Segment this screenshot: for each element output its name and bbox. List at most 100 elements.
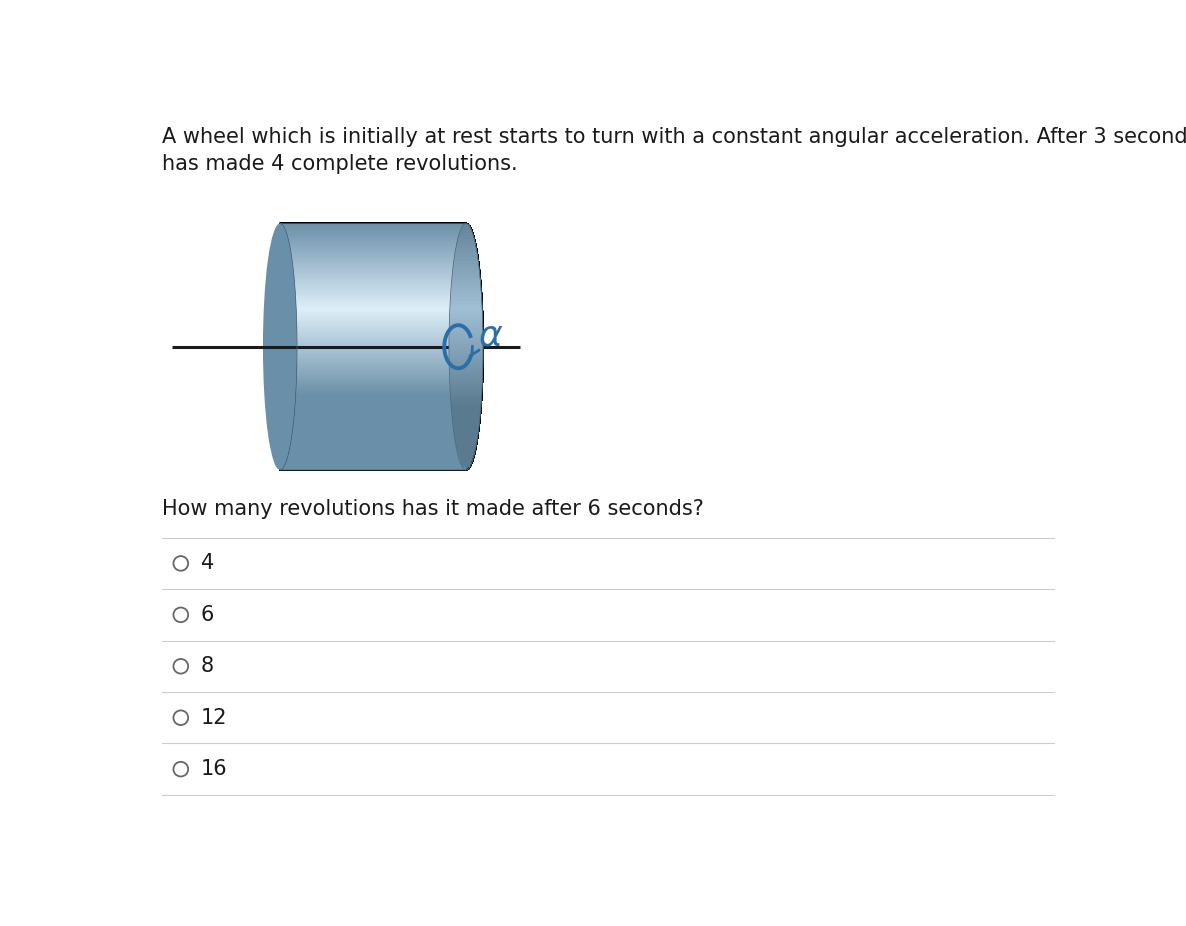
Bar [280,339,466,341]
Bar [280,402,466,404]
Bar [452,279,480,282]
Text: $\alpha$: $\alpha$ [478,319,504,353]
Bar [451,285,482,288]
Bar [280,364,466,365]
Bar [280,267,466,268]
Bar [280,290,466,292]
Bar [280,465,466,467]
Bar [280,326,466,327]
Bar [280,296,466,297]
Bar [458,236,474,239]
Bar [280,247,466,248]
Bar [280,371,466,372]
Bar [280,420,466,422]
Bar [280,433,466,434]
Bar [280,357,466,359]
Bar [451,393,482,396]
Bar [280,385,466,386]
Bar [280,337,466,338]
Bar [280,262,466,263]
Bar [280,264,466,266]
Bar [280,316,466,318]
Bar [280,260,466,262]
Ellipse shape [263,223,296,469]
Bar [280,407,466,408]
Bar [280,240,466,241]
Bar [451,297,482,301]
Bar [280,454,466,456]
Bar [449,301,482,304]
Bar [280,354,466,356]
Bar [280,406,466,407]
Bar [453,424,479,427]
Bar [280,242,466,244]
Bar [457,242,476,245]
Bar [280,279,466,281]
Text: A wheel which is initially at rest starts to turn with a constant angular accele: A wheel which is initially at rest start… [162,127,1186,147]
Text: 16: 16 [200,759,228,779]
Bar [280,467,466,468]
Bar [280,353,466,354]
Bar [280,295,466,296]
Bar [452,418,479,420]
Bar [280,352,466,353]
Bar [280,405,466,406]
Bar [280,303,466,304]
Bar [452,408,480,411]
Bar [280,273,466,274]
Bar [280,281,466,282]
Bar [455,439,477,443]
Bar [280,424,466,426]
Bar [280,312,466,314]
Bar [453,420,479,424]
Bar [449,365,483,369]
Bar [280,389,466,390]
Bar [280,275,466,277]
Bar [280,416,466,417]
Bar [280,299,466,300]
Bar [280,437,466,438]
Bar [451,292,482,294]
Bar [449,353,483,356]
Bar [280,344,466,345]
Bar [280,363,466,364]
Bar [280,463,466,464]
Bar [452,273,480,276]
Bar [280,263,466,264]
Bar [280,282,466,284]
Bar [280,297,466,299]
Bar [280,341,466,342]
Bar [280,428,466,430]
Bar [280,423,466,424]
Bar [280,322,466,323]
Bar [280,448,466,449]
Bar [280,431,466,432]
Bar [280,368,466,369]
Bar [449,341,483,344]
Bar [280,286,466,288]
Bar [280,468,466,469]
Bar [280,223,466,225]
Bar [451,406,480,408]
Bar [280,391,466,393]
Bar [452,276,480,279]
Bar [280,274,466,275]
Bar [452,415,480,418]
Bar [280,372,466,374]
Bar [280,310,466,311]
Text: How many revolutions has it made after 6 seconds?: How many revolutions has it made after 6… [162,499,704,519]
Bar [280,446,466,448]
Bar [454,436,477,439]
Bar [280,409,466,411]
Bar [459,230,472,232]
Bar [451,399,482,402]
Bar [280,319,466,321]
Bar [280,452,466,453]
Bar [280,375,466,376]
Bar [280,334,466,335]
Bar [280,305,466,307]
Bar [280,456,466,457]
Bar [280,229,466,230]
Bar [453,267,479,269]
Text: 12: 12 [200,707,228,728]
